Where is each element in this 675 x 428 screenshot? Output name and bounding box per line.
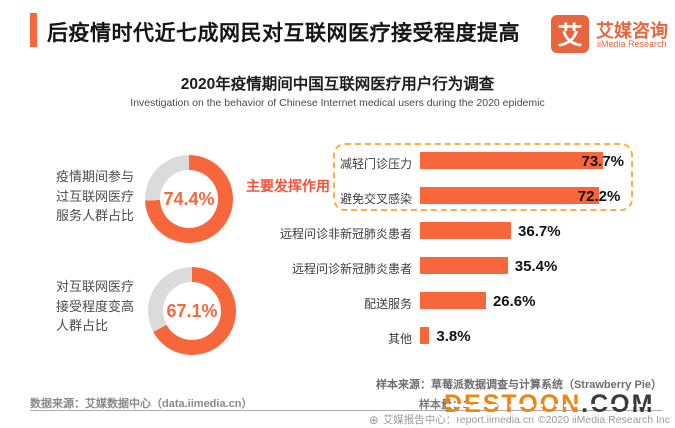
bar [420, 257, 508, 274]
footer: ⊕ 艾媒报告中心：report.iimedia.cn ©2020 iiMedia… [369, 412, 670, 427]
donut-label-participation: 疫情期间参与 过互联网医疗 服务人群占比 [56, 167, 148, 226]
bar-category-label: 其他 [387, 332, 412, 346]
bar-value-label: 3.8% [436, 328, 471, 345]
bar-value-label: 26.6% [492, 293, 536, 310]
chart-title: 2020年疫情期间中国互联网医疗用户行为调查 [180, 76, 495, 93]
logo-name-cn: 艾媒咨询 [596, 21, 668, 41]
bar-row: 其他 3.8% [240, 327, 675, 346]
annotation-label: 主要发挥作用 [246, 178, 330, 194]
donut-chart-participation: 74.4% [145, 155, 233, 243]
bar-value-label: 72.2% [577, 188, 621, 205]
bar [420, 222, 512, 239]
source-sample-line2: 样本量：2 [419, 399, 470, 411]
footer-divider [30, 410, 662, 411]
footer-report-center: 艾媒报告中心：report.iimedia.cn [382, 414, 534, 426]
bar [420, 152, 603, 169]
donut-value: 74.4% [163, 188, 215, 209]
source-data: 数据来源：艾媒数据中心（data.iimedia.cn） [30, 398, 253, 410]
page-title: 后疫情时代近七成网民对互联网医疗接受程度提高 [47, 22, 520, 45]
bar-row: 远程问诊非新冠肺炎患者 36.7% [240, 222, 675, 241]
footer-copyright: ©2020 iiMedia Research Inc [537, 413, 670, 426]
bar-category-label: 远程问诊非新冠肺炎患者 [279, 227, 412, 241]
bar-category-label: 配送服务 [363, 297, 412, 311]
bar-row: 避免交叉感染 72.2% [240, 187, 675, 206]
donut-label-line: 人群占比 [56, 318, 109, 333]
bar [420, 327, 430, 344]
donut-label-acceptance: 对互联网医疗 接受程度变高 人群占比 [56, 277, 148, 336]
donut-hole [163, 282, 221, 340]
donut-label-line: 服务人群占比 [56, 208, 135, 223]
iimedia-logo-icon: 艾 [551, 15, 589, 53]
annotation-dashed-box [333, 143, 633, 211]
donut-value: 67.1% [166, 300, 218, 321]
donut-label-line: 对互联网医疗 [56, 279, 135, 294]
source-sample: 样本来源：草莓派数据调查与计算系统（Strawberry Pie） [375, 379, 662, 391]
bar-value-label: 73.7% [581, 153, 625, 170]
bar-row: 配送服务 26.6% [240, 292, 675, 311]
donut-hole [160, 170, 218, 228]
bar [420, 187, 600, 204]
watermark-stencil-line [446, 404, 653, 407]
donut-label-line: 接受程度变高 [56, 298, 135, 314]
bar-category-label: 远程问诊新冠肺炎患者 [291, 262, 412, 276]
title-accent-bar [30, 13, 37, 47]
donut-chart-acceptance: 67.1% [148, 267, 236, 355]
bar-chart: 主要发挥作用 减轻门诊压力 73.7% 避免交叉感染 72.2% 远程问诊非新冠肺炎患者… [240, 143, 675, 363]
bar [420, 292, 486, 309]
donut-label-line: 疫情期间参与 [56, 169, 135, 184]
bar-value-label: 35.4% [514, 258, 558, 275]
bar-row: 减轻门诊压力 73.7% [240, 152, 675, 171]
watermark: DESTOON.COM [444, 390, 654, 419]
donut-label-line: 过互联网医疗 [56, 188, 135, 204]
globe-icon: ⊕ [368, 412, 379, 427]
bar-category-label: 避免交叉感染 [339, 192, 412, 206]
logo-name-en: iiMedia Research [597, 39, 667, 49]
chart-subtitle-en: Investigation on the behavior of Chinese… [130, 97, 545, 109]
bar-value-label: 36.7% [518, 223, 561, 240]
logo-mark: 艾 [557, 22, 583, 50]
bar-category-label: 减轻门诊压力 [339, 157, 412, 171]
bar-row: 远程问诊新冠肺炎患者 35.4% [240, 257, 675, 276]
